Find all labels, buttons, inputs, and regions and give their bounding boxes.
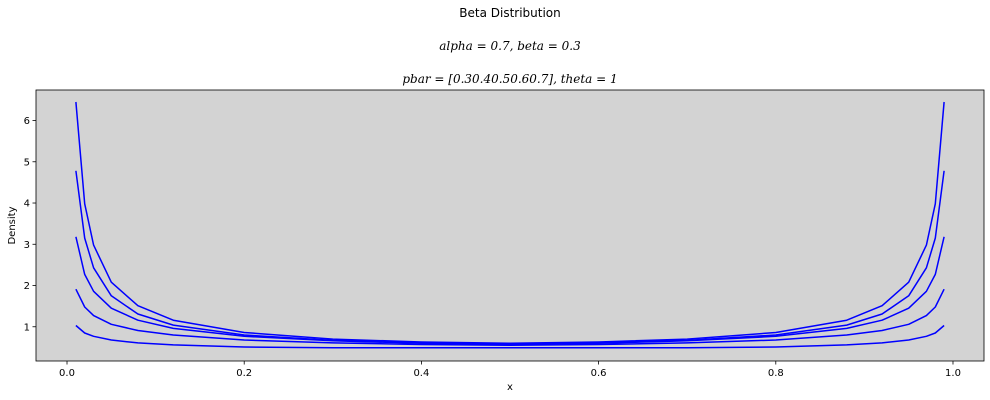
density-line-2: [75, 288, 945, 347]
x-tick-label: 0.2: [236, 368, 252, 379]
density-line-1: [75, 324, 945, 349]
x-tick-label: 0.8: [768, 368, 784, 379]
y-tick-label: 1: [24, 322, 30, 333]
y-tick-label: 5: [24, 157, 30, 168]
plot-frame: [35, 89, 985, 362]
plot-area: [36, 90, 984, 361]
density-line-5: [75, 101, 945, 345]
x-tick-label: 0.0: [59, 368, 75, 379]
y-tick-label: 4: [24, 199, 30, 210]
chart-title: Beta Distribution: [459, 6, 561, 20]
chart-subtitle-pbar: pbar = [0.30.40.50.60.7], theta = 1: [402, 72, 618, 86]
chart-subtitle-params: alpha = 0.7, beta = 0.3: [439, 39, 581, 53]
y-axis-label: Density: [7, 206, 18, 244]
series-layer: [75, 101, 945, 349]
axes-layer: 0.0 0.2 0.4 0.6 0.8 1.0 1 2 3 4 5 6: [24, 89, 985, 379]
x-axis-label: x: [507, 382, 513, 393]
y-tick-label: 2: [24, 281, 30, 292]
x-tick-label: 1.0: [945, 368, 961, 379]
x-tick-label: 0.6: [591, 368, 607, 379]
y-tick-label: 3: [24, 240, 30, 251]
x-tick-label: 0.4: [413, 368, 429, 379]
y-tick-label: 6: [24, 116, 30, 127]
